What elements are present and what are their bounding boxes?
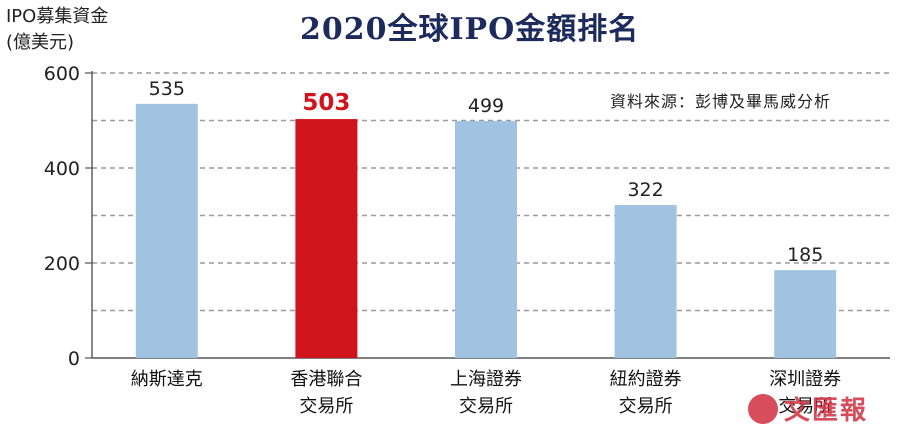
bar xyxy=(135,103,198,358)
chart-title: 2020全球IPO金額排名 xyxy=(300,12,640,47)
y-tick-label: 0 xyxy=(68,348,80,370)
bar xyxy=(455,120,517,358)
x-tick-label: 交易所 xyxy=(299,396,353,417)
y-axis-label-line1: IPO募集資金 xyxy=(6,6,109,27)
x-tick-label: 交易所 xyxy=(459,396,513,417)
y-axis-label-line2: (億美元) xyxy=(6,32,75,53)
x-tick-label: 交易所 xyxy=(778,396,832,417)
newspaper-logo-text: 文匯報 xyxy=(784,396,869,426)
y-axis-label: IPO募集資金 (億美元) xyxy=(6,4,108,56)
bar-value-label: 499 xyxy=(468,95,504,117)
seal-icon xyxy=(748,394,778,424)
source-note: 資料來源：彭博及畢馬威分析 xyxy=(610,92,832,111)
bar-value-label: 185 xyxy=(787,244,823,266)
x-tick-label: 交易所 xyxy=(619,396,673,417)
bar xyxy=(295,119,358,358)
newspaper-logo: 文匯報 xyxy=(748,390,868,427)
bar-value-label: 322 xyxy=(627,179,663,201)
bar xyxy=(614,205,677,358)
y-tick-label: 400 xyxy=(44,158,80,180)
x-tick-label: 上海證券 xyxy=(450,369,522,390)
bar-value-label: 503 xyxy=(302,90,350,116)
bar-value-label: 535 xyxy=(149,78,185,100)
bar xyxy=(774,270,837,358)
x-tick-label: 香港聯合 xyxy=(290,369,362,390)
x-tick-label: 深圳證券 xyxy=(769,369,841,390)
y-tick-label: 200 xyxy=(44,253,80,275)
x-tick-label: 紐約證券 xyxy=(610,369,682,390)
y-tick-label: 600 xyxy=(44,63,80,85)
x-tick-label: 納斯達克 xyxy=(131,369,203,390)
